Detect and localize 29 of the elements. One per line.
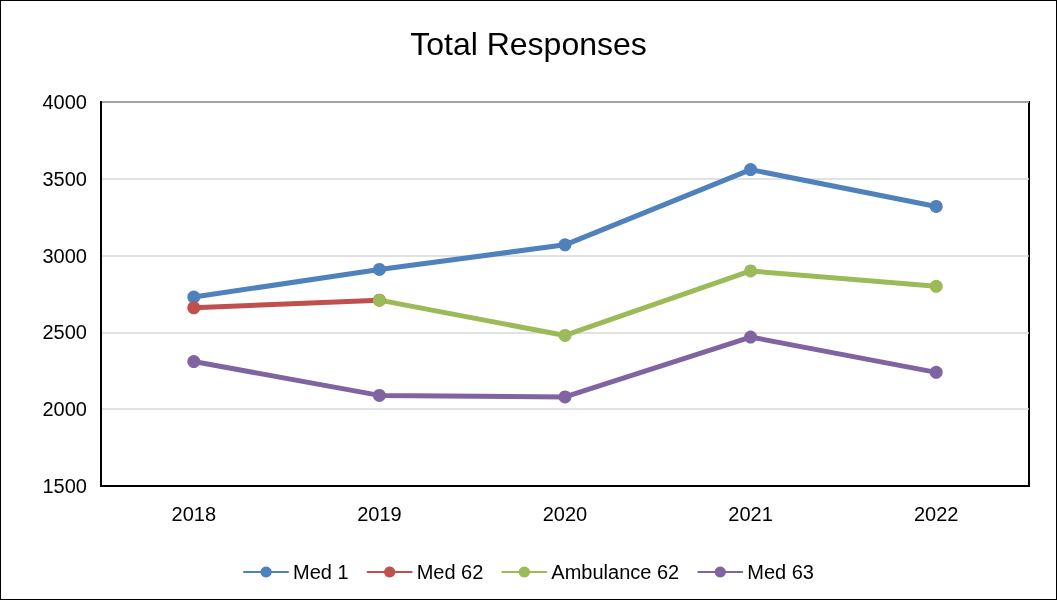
legend-label: Med 63 [747,561,814,583]
point [929,365,943,379]
y-tick-label: 2000 [42,398,87,421]
point [372,262,386,276]
point [558,238,572,252]
chart-title: Total Responses [410,26,647,62]
legend-label: Ambulance 62 [551,561,680,583]
y-tick-label: 4000 [42,91,87,113]
point [558,328,572,342]
y-tick-label: 1500 [42,475,87,497]
point [929,199,943,213]
legend-label: Med 1 [293,561,349,583]
point [558,390,572,404]
point [929,279,943,293]
y-tick-label: 3000 [42,244,87,267]
point [744,163,758,177]
point [372,388,386,402]
y-tick-label: 2500 [42,321,87,344]
x-tick-label: 2018 [171,503,217,525]
x-tick-label: 2020 [542,503,588,525]
x-tick-label: 2019 [357,503,402,525]
y-tick-label: 3500 [42,167,87,190]
legend-label: Med 62 [416,561,484,583]
point [744,330,758,344]
point [187,301,201,315]
point [744,264,758,278]
point [187,355,201,369]
x-tick-label: 2022 [913,503,959,525]
x-tick-label: 2021 [728,503,773,525]
